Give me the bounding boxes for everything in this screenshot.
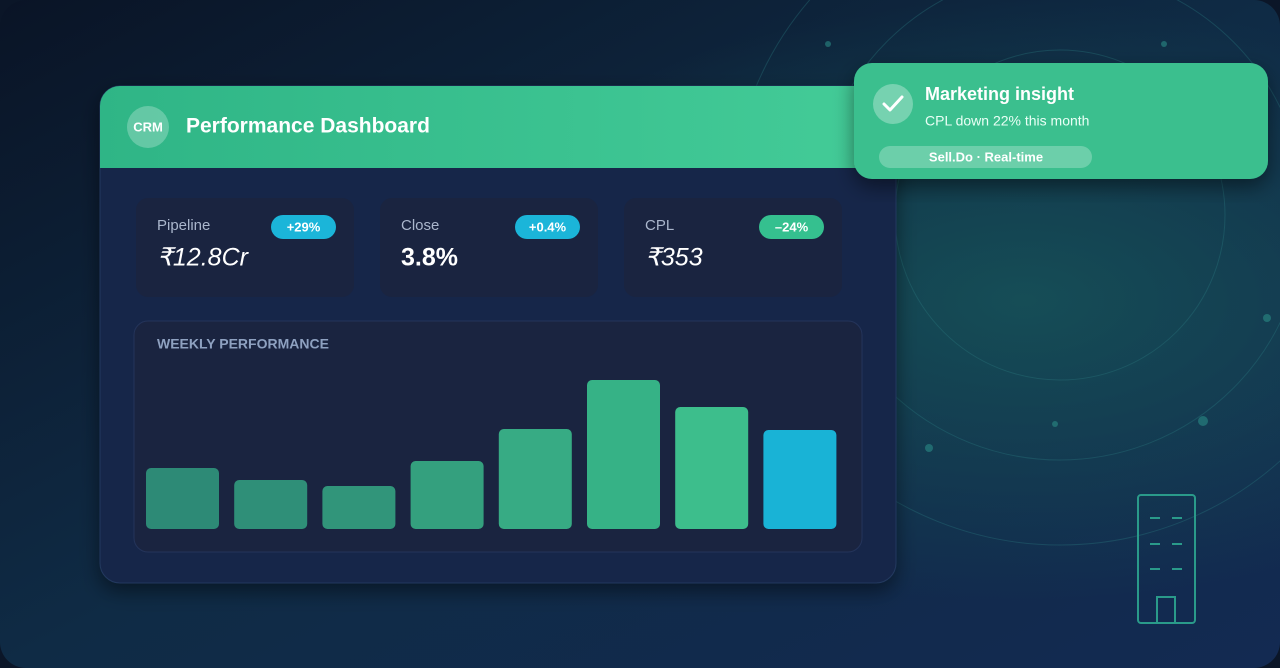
notification-tag: Sell.Do · Real-time xyxy=(929,149,1043,164)
notification-title: Marketing insight xyxy=(925,84,1074,104)
bar xyxy=(146,468,219,529)
kpi-badge-pill xyxy=(515,215,580,239)
bar xyxy=(763,430,837,529)
kpi-value: ₹353 xyxy=(645,244,703,272)
kpi-badge-pill xyxy=(759,215,824,239)
notification xyxy=(854,63,1268,179)
kpi-label: Pipeline xyxy=(157,217,210,234)
dashboard-header xyxy=(100,86,896,168)
kpi-label: CPL xyxy=(645,217,674,234)
deco-dots xyxy=(825,41,1271,452)
check-icon xyxy=(882,95,904,112)
bar xyxy=(498,429,572,529)
kpi-badge: –24% xyxy=(775,219,809,234)
notification-message: CPL down 22% this month xyxy=(925,113,1089,129)
kpi-value: 3.8% xyxy=(401,244,458,272)
bar xyxy=(587,380,660,529)
building-icon xyxy=(1137,494,1196,624)
kpi-label: Close xyxy=(401,217,439,234)
check-circle xyxy=(873,84,913,124)
bar xyxy=(675,407,749,529)
logo-circle xyxy=(127,106,169,148)
bar xyxy=(410,461,484,529)
bar xyxy=(322,486,396,529)
kpi-badge-pill xyxy=(271,215,336,239)
logo: CRM xyxy=(133,119,163,134)
chart-title: WEEKLY PERFORMANCE xyxy=(157,336,329,352)
kpi-badge: +0.4% xyxy=(529,219,567,234)
notification-tag-pill xyxy=(879,146,1092,168)
bar xyxy=(234,480,308,529)
dashboard-title: Performance Dashboard xyxy=(186,115,430,138)
bars xyxy=(146,380,837,529)
kpi-badge: +29% xyxy=(287,219,321,234)
kpi-row: Pipeline ₹12.8Cr +29% Close 3.8% +0.4% CPL ₹353… xyxy=(136,198,842,297)
kpi-value: ₹12.8Cr xyxy=(157,244,250,272)
